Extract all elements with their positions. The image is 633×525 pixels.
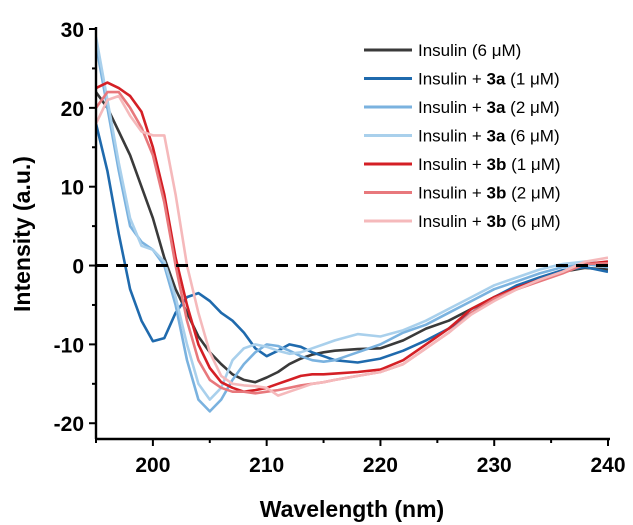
legend-label-6: Insulin + 3b (2 μM) bbox=[418, 184, 561, 203]
x-tick-label: 200 bbox=[135, 454, 170, 477]
x-tick-label: 210 bbox=[249, 454, 284, 477]
y-tick-label: 0 bbox=[72, 256, 84, 279]
y-tick-label: 30 bbox=[61, 19, 84, 42]
y-tick-label: 10 bbox=[61, 177, 84, 200]
legend-label-7: Insulin + 3b (6 μM) bbox=[418, 212, 561, 231]
series-line-7 bbox=[96, 94, 608, 397]
axes-layer bbox=[89, 27, 610, 446]
legend: Insulin (6 μM) Insulin + 3a (1 μM) Insulin… bbox=[364, 41, 561, 231]
legend-label-1: Insulin (6 μM) bbox=[418, 41, 521, 60]
legend-label-3: Insulin + 3a (2 μM) bbox=[418, 98, 560, 117]
legend-label-5: Insulin + 3b (1 μM) bbox=[418, 155, 561, 174]
legend-label-4: Insulin + 3a (6 μM) bbox=[418, 127, 560, 146]
series-line-5 bbox=[96, 81, 608, 394]
y-tick-label: -20 bbox=[54, 413, 84, 436]
y-tick-label: 20 bbox=[61, 98, 84, 121]
tick-labels: 200 210 220 230 240 30 20 10 0 -10 -20 bbox=[54, 19, 626, 477]
x-axis-title: Wavelength (nm) bbox=[260, 496, 444, 522]
series-line-3 bbox=[96, 44, 608, 413]
legend-label-2: Insulin + 3a (1 μM) bbox=[418, 70, 560, 89]
x-tick-label: 230 bbox=[477, 454, 512, 477]
x-tick-label: 240 bbox=[590, 454, 625, 477]
series-line-6 bbox=[96, 90, 608, 395]
series-layer bbox=[96, 36, 608, 413]
series-line-4 bbox=[96, 36, 608, 401]
x-tick-label: 220 bbox=[363, 454, 398, 477]
y-tick-label: -10 bbox=[54, 334, 84, 357]
y-axis-title: Intensity (a.u.) bbox=[9, 156, 35, 312]
